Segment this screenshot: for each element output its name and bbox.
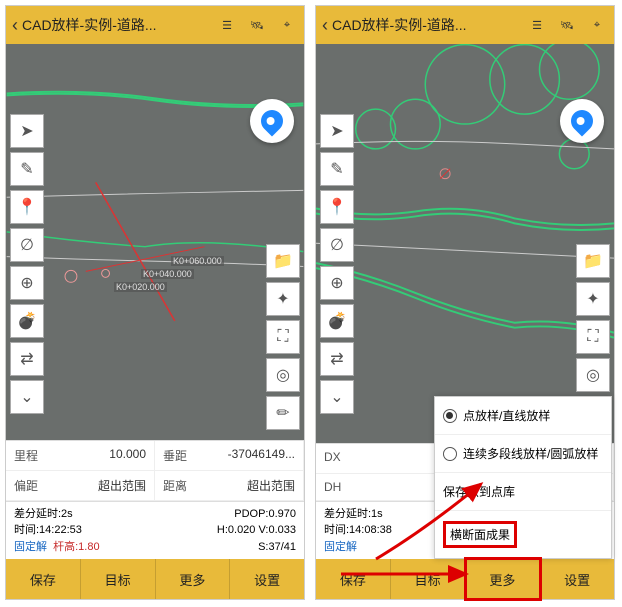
- target-icon[interactable]: ⌖: [586, 14, 608, 36]
- info-value: 超出范围: [247, 477, 295, 494]
- chainage-label: K0+060.000: [171, 256, 224, 266]
- target-icon[interactable]: ⌖: [276, 14, 298, 36]
- info-label: 偏距: [14, 477, 38, 494]
- bottom-bar: 保存 目标 更多 设置: [316, 559, 614, 599]
- folder-tool[interactable]: 📁: [576, 244, 610, 278]
- compass-tool[interactable]: ✦: [266, 282, 300, 316]
- time-text: 时间:14:22:53: [14, 522, 82, 539]
- locate-button[interactable]: [250, 99, 294, 143]
- more-button[interactable]: 更多: [466, 559, 541, 599]
- satellite-icon[interactable]: 🛰: [246, 14, 268, 36]
- radio-icon: [443, 409, 457, 423]
- right-screen: ‹ CAD放样-实例-道路... ☰ 🛰 ⌖: [315, 5, 615, 600]
- chainage-label: K0+040.000: [141, 269, 194, 279]
- fullscreen-tool[interactable]: ⛶: [266, 320, 300, 354]
- list-icon[interactable]: ☰: [216, 14, 238, 36]
- popup-item-polyline[interactable]: 连续多段线放样/圆弧放样: [435, 435, 611, 473]
- chainage-label: K0+020.000: [114, 282, 167, 292]
- fixed-text: 固定解: [324, 539, 357, 556]
- info-label: 里程: [14, 447, 38, 464]
- compass-tool[interactable]: ✦: [576, 282, 610, 316]
- line-tool[interactable]: ⇄: [10, 342, 44, 376]
- bomb-tool[interactable]: 💣: [320, 304, 354, 338]
- popup-item-crosssection[interactable]: 横断面成果: [435, 511, 611, 558]
- target-button[interactable]: 目标: [391, 559, 466, 599]
- more-popup: 点放样/直线放样 连续多段线放样/圆弧放样 保存点到点库 横断面成果: [434, 396, 612, 559]
- marker-tool[interactable]: 📍: [320, 190, 354, 224]
- target-button[interactable]: 目标: [81, 559, 156, 599]
- info-label: 距离: [163, 477, 187, 494]
- line-tool[interactable]: ⇄: [320, 342, 354, 376]
- sats-text: S:37/41: [258, 539, 296, 556]
- disable-tool[interactable]: ∅: [10, 228, 44, 262]
- time-text: 时间:14:08:38: [324, 522, 392, 539]
- folder-tool[interactable]: 📁: [266, 244, 300, 278]
- page-title: CAD放样-实例-道路...: [22, 15, 216, 35]
- pen-tool[interactable]: ✎: [10, 152, 44, 186]
- left-toolbar: ➤ ✎ 📍 ∅ ⊕ 💣 ⇄ ⌄: [320, 114, 354, 414]
- back-icon[interactable]: ‹: [12, 15, 18, 36]
- add-point-tool[interactable]: ⊕: [320, 266, 354, 300]
- delay-text: 差分延时:1s: [324, 506, 383, 523]
- expand-tool[interactable]: ⌄: [320, 380, 354, 414]
- edit-tool[interactable]: ✏: [266, 396, 300, 430]
- crosshair-tool[interactable]: ◎: [266, 358, 300, 392]
- page-title: CAD放样-实例-道路...: [332, 15, 526, 35]
- bottom-bar: 保存 目标 更多 设置: [6, 559, 304, 599]
- info-value: 10.000: [109, 447, 146, 464]
- back-icon[interactable]: ‹: [322, 15, 328, 36]
- crosshair-tool[interactable]: ◎: [576, 358, 610, 392]
- pole-text: 杆高:1.80: [53, 541, 99, 553]
- map-canvas[interactable]: K0+020.000 K0+040.000 K0+060.000 ➤ ✎ 📍 ∅…: [6, 44, 304, 440]
- status-bar: 差分延时:2s PDOP:0.970 时间:14:22:53 H:0.020 V…: [6, 501, 304, 560]
- fullscreen-tool[interactable]: ⛶: [576, 320, 610, 354]
- more-button[interactable]: 更多: [156, 559, 231, 599]
- info-grid: 里程10.000 垂距-37046149... 偏距超出范围 距离超出范围: [6, 440, 304, 501]
- info-label: DH: [324, 480, 341, 494]
- disable-tool[interactable]: ∅: [320, 228, 354, 262]
- locate-button[interactable]: [560, 99, 604, 143]
- settings-button[interactable]: 设置: [540, 559, 614, 599]
- left-screen: ‹ CAD放样-实例-道路... ☰ 🛰 ⌖ K0+020.000 K0+0: [5, 5, 305, 600]
- info-label: 垂距: [163, 447, 187, 464]
- bomb-tool[interactable]: 💣: [10, 304, 44, 338]
- right-toolbar: 📁 ✦ ⛶ ◎ ✏: [266, 244, 300, 430]
- marker-tool[interactable]: 📍: [10, 190, 44, 224]
- delay-text: 差分延时:2s: [14, 506, 73, 523]
- cursor-tool[interactable]: ➤: [10, 114, 44, 148]
- hv-text: H:0.020 V:0.033: [217, 522, 296, 539]
- list-icon[interactable]: ☰: [526, 14, 548, 36]
- pdop-text: PDOP:0.970: [234, 506, 296, 523]
- map-canvas[interactable]: ➤ ✎ 📍 ∅ ⊕ 💣 ⇄ ⌄ 📁 ✦ ⛶ ◎ ✏: [316, 44, 614, 443]
- header: ‹ CAD放样-实例-道路... ☰ 🛰 ⌖: [316, 6, 614, 44]
- cursor-tool[interactable]: ➤: [320, 114, 354, 148]
- add-point-tool[interactable]: ⊕: [10, 266, 44, 300]
- popup-item-point[interactable]: 点放样/直线放样: [435, 397, 611, 435]
- info-value: -37046149...: [228, 447, 295, 464]
- header: ‹ CAD放样-实例-道路... ☰ 🛰 ⌖: [6, 6, 304, 44]
- info-label: DX: [324, 450, 341, 467]
- radio-icon: [443, 447, 457, 461]
- left-toolbar: ➤ ✎ 📍 ∅ ⊕ 💣 ⇄ ⌄: [10, 114, 44, 414]
- save-button[interactable]: 保存: [6, 559, 81, 599]
- popup-item-savepoint[interactable]: 保存点到点库: [435, 473, 611, 511]
- settings-button[interactable]: 设置: [230, 559, 304, 599]
- satellite-icon[interactable]: 🛰: [556, 14, 578, 36]
- expand-tool[interactable]: ⌄: [10, 380, 44, 414]
- info-value: 超出范围: [98, 477, 146, 494]
- fixed-text: 固定解: [14, 541, 47, 553]
- save-button[interactable]: 保存: [316, 559, 391, 599]
- pen-tool[interactable]: ✎: [320, 152, 354, 186]
